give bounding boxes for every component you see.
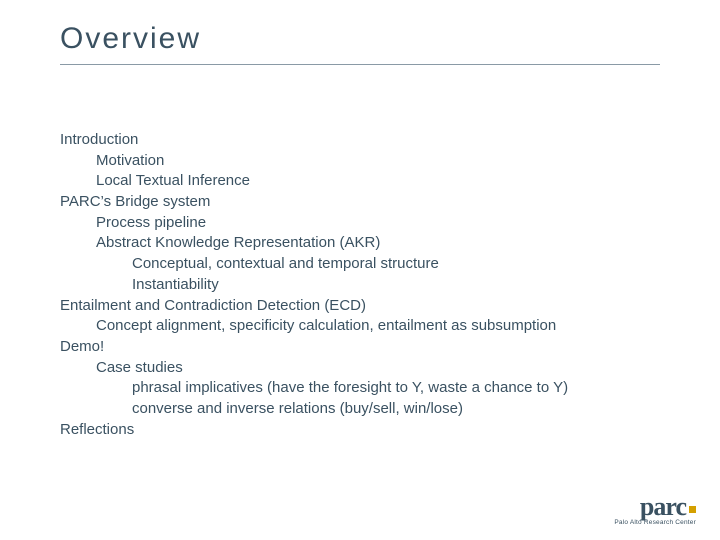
title-rule xyxy=(60,64,660,65)
outline-item: Motivation xyxy=(96,151,675,172)
outline-item: Demo! xyxy=(60,337,675,358)
outline-item: Conceptual, contextual and temporal stru… xyxy=(132,254,675,275)
outline-item: Local Textual Inference xyxy=(96,171,675,192)
outline-item: Case studies xyxy=(96,358,675,379)
outline-body: Introduction Motivation Local Textual In… xyxy=(60,130,675,440)
outline-item: Process pipeline xyxy=(96,213,675,234)
outline-item: phrasal implicatives (have the foresight… xyxy=(132,378,675,399)
outline-item: Instantiability xyxy=(132,275,675,296)
parc-logo: parc Palo Alto Research Center xyxy=(614,495,696,526)
outline-item: Introduction xyxy=(60,130,675,151)
outline-item: Concept alignment, specificity calculati… xyxy=(96,316,675,337)
slide: Overview Introduction Motivation Local T… xyxy=(0,0,720,540)
logo-text: parc xyxy=(640,492,686,521)
logo-wordmark: parc xyxy=(614,495,696,518)
outline-item: Entailment and Contradiction Detection (… xyxy=(60,296,675,317)
logo-dot-icon xyxy=(689,506,696,513)
slide-title: Overview xyxy=(60,22,201,56)
logo-subtitle: Palo Alto Research Center xyxy=(614,519,696,526)
outline-item: Reflections xyxy=(60,420,675,441)
outline-item: PARC’s Bridge system xyxy=(60,192,675,213)
outline-item: Abstract Knowledge Representation (AKR) xyxy=(96,233,675,254)
outline-item: converse and inverse relations (buy/sell… xyxy=(132,399,675,420)
